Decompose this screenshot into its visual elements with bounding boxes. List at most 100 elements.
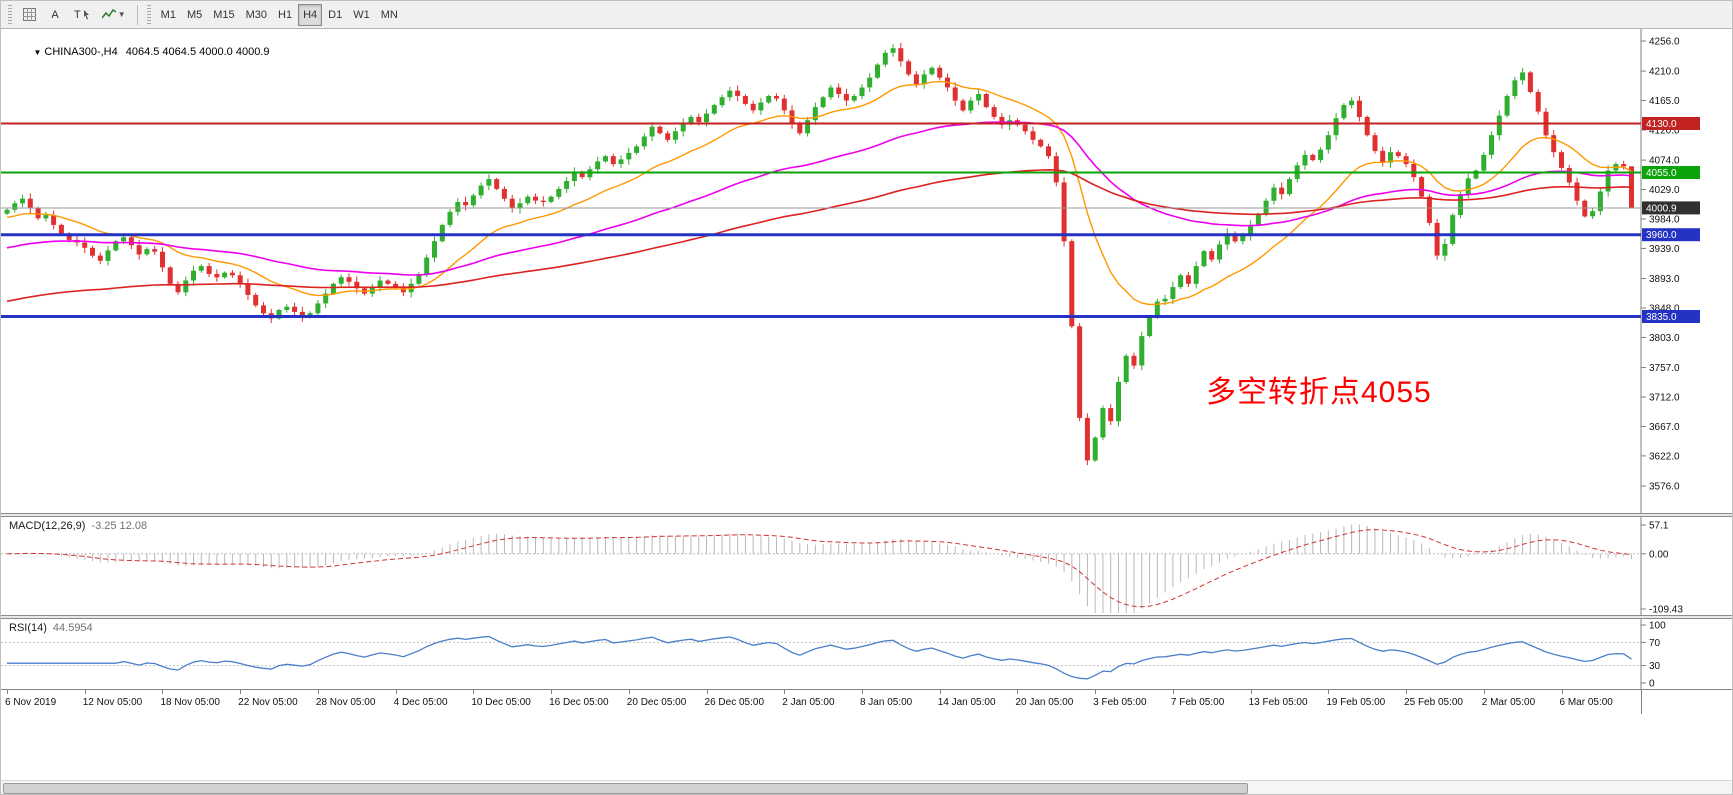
date-tick bbox=[317, 690, 319, 694]
date-tick bbox=[1328, 690, 1330, 694]
chart-grid-button[interactable] bbox=[17, 4, 41, 26]
date-label: 7 Feb 05:00 bbox=[1170, 697, 1225, 708]
svg-text:4000.9: 4000.9 bbox=[1646, 203, 1677, 214]
timeframe-button-M15[interactable]: M15 bbox=[208, 4, 239, 26]
date-label: 2 Mar 05:00 bbox=[1481, 697, 1536, 708]
text-tool-button[interactable]: A bbox=[43, 4, 67, 26]
scrollbar-thumb[interactable] bbox=[3, 783, 1248, 794]
date-label: 19 Feb 05:00 bbox=[1326, 697, 1386, 708]
chevron-down-icon: ▼ bbox=[117, 10, 126, 19]
label-tool-button[interactable]: T bbox=[69, 4, 95, 26]
timeframe-button-W1[interactable]: W1 bbox=[348, 4, 375, 26]
toolbar-grip-2[interactable] bbox=[146, 4, 151, 25]
text-tool-label: A bbox=[51, 8, 59, 21]
date-axis: 6 Nov 2019 12 Nov 05:00 18 Nov 05:00 22 Nov… bbox=[1, 689, 1732, 714]
svg-text:57.1: 57.1 bbox=[1649, 521, 1669, 532]
timeframe-button-D1[interactable]: D1 bbox=[323, 4, 347, 26]
date-tick bbox=[1483, 690, 1485, 694]
svg-text:3893.0: 3893.0 bbox=[1649, 274, 1680, 285]
macd-indicator-panel[interactable]: 57.1 0.00 -109.43 MACD(12,26,9) -3.25 12.08 bbox=[1, 517, 1733, 615]
timeframe-button-H1[interactable]: H1 bbox=[273, 4, 297, 26]
svg-text:3757.0: 3757.0 bbox=[1649, 363, 1680, 374]
ohlc-values: 4064.5 4064.5 4000.0 4000.9 bbox=[125, 46, 270, 58]
macd-values: -3.25 12.08 bbox=[91, 520, 148, 532]
svg-text:4165.0: 4165.0 bbox=[1649, 96, 1680, 107]
rsi-label: RSI(14) bbox=[9, 622, 47, 634]
svg-text:4130.0: 4130.0 bbox=[1646, 119, 1677, 130]
date-label: 26 Dec 05:00 bbox=[704, 697, 765, 708]
date-label: 22 Nov 05:00 bbox=[238, 697, 298, 708]
date-label: 12 Nov 05:00 bbox=[82, 697, 143, 708]
date-label: 20 Dec 05:00 bbox=[626, 697, 687, 708]
date-tick bbox=[1250, 690, 1252, 694]
macd-header: MACD(12,26,9) -3.25 12.08 bbox=[9, 520, 147, 532]
date-label: 13 Feb 05:00 bbox=[1248, 697, 1308, 708]
chinese-annotation-text: 多空转折点4055 bbox=[1206, 376, 1432, 409]
svg-text:3622.0: 3622.0 bbox=[1649, 451, 1680, 462]
svg-text:4029.0: 4029.0 bbox=[1649, 185, 1680, 196]
chart-window: 4256.0 4210.0 4165.0 4120.0 4074.0 4029.0 3984… bbox=[1, 29, 1733, 794]
svg-text:3803.0: 3803.0 bbox=[1649, 333, 1680, 344]
date-tick bbox=[1561, 690, 1563, 694]
date-tick bbox=[1172, 690, 1174, 694]
toolbar-grip[interactable] bbox=[8, 4, 12, 25]
svg-text:100: 100 bbox=[1649, 621, 1666, 632]
date-tick bbox=[240, 690, 242, 694]
label-tool-label: T bbox=[74, 8, 81, 21]
date-tick bbox=[1017, 690, 1019, 694]
price-chart-panel[interactable]: 4256.0 4210.0 4165.0 4120.0 4074.0 4029.0 3984… bbox=[1, 29, 1733, 513]
chart-header: ▼ CHINA300-,H4 4064.5 4064.5 4000.0 4000.9 bbox=[9, 34, 269, 70]
timeframe-button-H4[interactable]: H4 bbox=[298, 3, 323, 26]
date-label: 18 Nov 05:00 bbox=[160, 697, 220, 708]
date-tick bbox=[7, 690, 8, 694]
date-label: 20 Jan 05:00 bbox=[1015, 697, 1074, 708]
svg-text:0: 0 bbox=[1649, 679, 1655, 690]
horizontal-scrollbar[interactable] bbox=[1, 780, 1732, 794]
rsi-header: RSI(14) 44.5954 bbox=[9, 622, 93, 634]
date-label: 28 Nov 05:00 bbox=[315, 697, 376, 708]
svg-text:4074.0: 4074.0 bbox=[1649, 156, 1680, 167]
date-tick bbox=[628, 690, 630, 694]
date-label: 4 Dec 05:00 bbox=[393, 697, 448, 708]
svg-text:-109.43: -109.43 bbox=[1649, 604, 1683, 615]
rsi-canvas[interactable]: 100 70 30 0 bbox=[1, 619, 1733, 689]
date-tick bbox=[706, 690, 708, 694]
svg-text:30: 30 bbox=[1649, 661, 1661, 672]
date-tick bbox=[1406, 690, 1408, 694]
date-tick bbox=[784, 690, 786, 694]
symbol-collapse-icon[interactable]: ▼ bbox=[33, 48, 42, 57]
symbol-timeframe-label: CHINA300-,H4 bbox=[44, 46, 118, 58]
date-tick bbox=[939, 690, 941, 694]
panel-divider-macd[interactable] bbox=[1, 513, 1732, 517]
price-chart-canvas[interactable]: 4256.0 4210.0 4165.0 4120.0 4074.0 4029.0 3984… bbox=[1, 29, 1733, 513]
timeframe-button-M1[interactable]: M1 bbox=[156, 4, 181, 26]
window-bottom-space bbox=[1, 713, 1732, 780]
date-label: 14 Jan 05:00 bbox=[937, 697, 996, 708]
svg-text:3984.0: 3984.0 bbox=[1649, 214, 1680, 225]
cursor-arrow-icon bbox=[83, 9, 90, 20]
indicators-dropdown-button[interactable]: ▼ bbox=[97, 4, 131, 26]
timeframe-toolbar: M1 M5 M15 M30 H1 H4 D1 W1 MN bbox=[156, 3, 403, 26]
toolbar: A T ▼ M1 M5 M15 M30 H1 H4 D1 W1 MN bbox=[1, 1, 1732, 29]
rsi-indicator-panel[interactable]: 100 70 30 0 RSI(14) 44.5954 bbox=[1, 619, 1733, 689]
date-label: 25 Feb 05:00 bbox=[1404, 697, 1463, 708]
svg-text:4210.0: 4210.0 bbox=[1649, 67, 1680, 78]
svg-text:3960.0: 3960.0 bbox=[1646, 230, 1677, 241]
date-label: 3 Feb 05:00 bbox=[1093, 697, 1147, 708]
date-label: 16 Dec 05:00 bbox=[549, 697, 609, 708]
svg-text:3835.0: 3835.0 bbox=[1646, 312, 1677, 323]
svg-text:3667.0: 3667.0 bbox=[1649, 422, 1680, 433]
svg-text:3576.0: 3576.0 bbox=[1649, 481, 1680, 492]
rsi-value: 44.5954 bbox=[52, 622, 93, 634]
date-tick bbox=[473, 690, 475, 694]
timeframe-button-M30[interactable]: M30 bbox=[241, 4, 272, 26]
panel-divider-rsi[interactable] bbox=[1, 615, 1732, 619]
timeframe-button-MN[interactable]: MN bbox=[376, 4, 403, 26]
timeframe-button-M5[interactable]: M5 bbox=[182, 4, 207, 26]
date-label: 10 Dec 05:00 bbox=[471, 697, 531, 708]
date-tick bbox=[84, 690, 86, 694]
svg-text:4055.0: 4055.0 bbox=[1646, 168, 1677, 179]
indicator-line-icon bbox=[101, 8, 116, 21]
macd-canvas[interactable]: 57.1 0.00 -109.43 bbox=[1, 517, 1733, 615]
date-label: 8 Jan 05:00 bbox=[859, 697, 913, 708]
